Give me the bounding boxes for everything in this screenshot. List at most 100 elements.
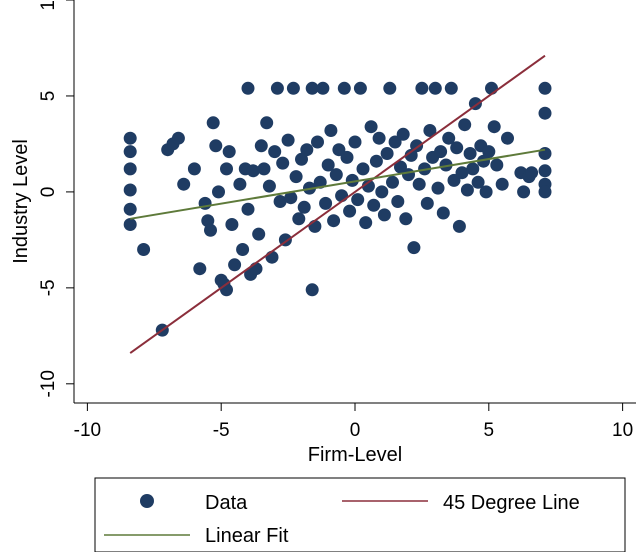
legend-data-label: Data xyxy=(205,492,248,514)
data-point xyxy=(289,170,303,184)
data-point xyxy=(305,81,319,95)
axes: -10 -5 0 5 10 -10 -5 0 5 10 xyxy=(38,0,636,441)
data-point xyxy=(361,179,375,193)
data-point xyxy=(137,243,151,256)
data-point xyxy=(463,147,477,160)
data-point xyxy=(324,124,338,137)
data-point xyxy=(123,183,137,197)
data-point xyxy=(335,189,349,203)
data-point xyxy=(225,218,239,231)
data-point xyxy=(319,196,333,210)
data-point xyxy=(386,175,399,189)
data-point xyxy=(246,164,260,178)
data-point xyxy=(257,162,271,176)
data-point xyxy=(447,173,461,187)
data-point xyxy=(311,135,324,149)
data-point xyxy=(337,81,351,95)
data-point xyxy=(359,216,373,230)
data-point xyxy=(466,162,480,176)
data-point xyxy=(220,162,233,176)
data-point xyxy=(332,143,346,157)
data-point xyxy=(407,241,421,255)
data-point xyxy=(295,152,308,166)
data-point xyxy=(123,162,137,176)
data-point xyxy=(402,168,415,182)
data-point xyxy=(353,81,367,95)
data-point xyxy=(525,166,539,180)
data-point xyxy=(452,219,466,233)
data-point xyxy=(193,262,207,276)
data-point xyxy=(316,81,330,95)
data-point xyxy=(377,208,391,222)
data-point xyxy=(222,145,236,159)
data-point xyxy=(538,106,552,120)
data-point xyxy=(123,202,137,216)
data-point xyxy=(428,81,442,95)
data-point xyxy=(538,164,552,178)
data-point xyxy=(375,185,389,199)
legend-box xyxy=(94,477,626,552)
legend: Data 45 Degree Line Linear Fit xyxy=(94,477,626,552)
y-tick-label: -10 xyxy=(38,370,59,397)
data-point xyxy=(442,131,456,145)
data-point xyxy=(439,158,453,172)
data-point xyxy=(262,179,276,193)
data-point xyxy=(458,118,472,132)
data-point xyxy=(412,177,426,191)
data-point xyxy=(396,127,410,141)
linear-fit-line xyxy=(130,148,546,220)
data-point xyxy=(460,183,474,197)
data-point xyxy=(356,162,370,176)
data-point xyxy=(372,131,386,145)
x-tick-label: 0 xyxy=(350,420,361,441)
data-point xyxy=(286,81,300,95)
data-point xyxy=(479,185,493,199)
data-point xyxy=(538,147,552,160)
data-point xyxy=(254,139,268,153)
data-point xyxy=(490,158,504,172)
data-point xyxy=(212,185,225,199)
data-point xyxy=(482,145,496,159)
data-point xyxy=(436,206,450,220)
data-point xyxy=(423,124,437,137)
data-point xyxy=(171,131,185,145)
x-tick-label: -10 xyxy=(74,420,101,441)
data-point xyxy=(383,81,397,95)
data-point xyxy=(434,145,448,159)
data-point xyxy=(340,150,354,164)
y-tick-label: -5 xyxy=(38,279,59,296)
data-point xyxy=(236,243,250,256)
data-point xyxy=(348,135,362,149)
legend-data-marker xyxy=(140,494,154,508)
data-point xyxy=(477,154,490,168)
data-point xyxy=(273,195,287,208)
data-point xyxy=(206,116,220,130)
x-tick-label: -5 xyxy=(213,420,230,441)
x-tick-label: 5 xyxy=(484,420,495,441)
forty-five-degree-line xyxy=(129,54,546,354)
legend-45-degree-label: 45 Degree Line xyxy=(443,492,580,514)
x-tick-label: 10 xyxy=(612,420,633,441)
data-point xyxy=(495,177,509,191)
data-point xyxy=(300,143,314,157)
data-point xyxy=(241,202,255,216)
data-point xyxy=(517,185,531,199)
data-point xyxy=(284,191,298,205)
data-point xyxy=(450,141,464,155)
data-point xyxy=(343,204,357,218)
data-point xyxy=(345,173,359,187)
data-point xyxy=(241,81,255,95)
data-point xyxy=(249,262,263,276)
data-point xyxy=(209,139,223,153)
data-point xyxy=(321,158,335,172)
data-point xyxy=(380,147,394,160)
data-point xyxy=(270,81,284,95)
data-point xyxy=(123,145,137,159)
data-point xyxy=(431,181,445,195)
data-point xyxy=(501,131,514,145)
y-tick-label: 10 xyxy=(38,0,59,11)
data-point xyxy=(455,166,469,180)
y-tick-label: 5 xyxy=(38,91,59,102)
data-point xyxy=(305,283,319,297)
data-point xyxy=(313,175,327,189)
